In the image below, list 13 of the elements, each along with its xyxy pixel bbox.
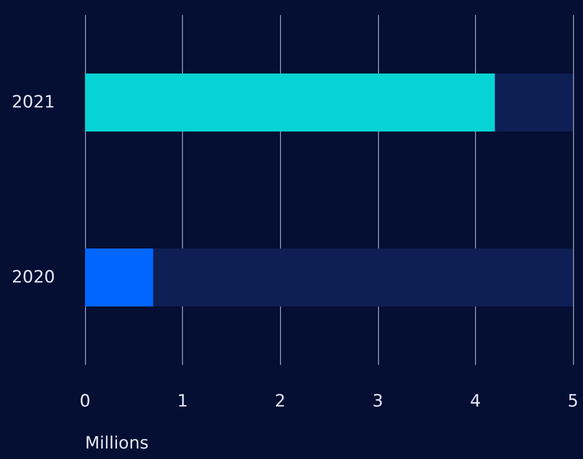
x-tick-label: 0 — [80, 392, 90, 412]
x-tick-label: 5 — [568, 392, 578, 412]
bar — [494, 74, 573, 132]
bar — [85, 74, 495, 132]
bar — [153, 248, 573, 306]
y-tick-label: 2020 — [12, 268, 55, 288]
x-tick-label: 4 — [470, 392, 481, 412]
bar — [85, 248, 154, 306]
x-axis-title: Millions — [85, 434, 149, 454]
x-tick-label: 2 — [274, 392, 286, 412]
x-tick-label: 1 — [177, 392, 188, 412]
x-tick-label: 3 — [372, 392, 384, 412]
y-tick-label: 2021 — [12, 92, 55, 112]
